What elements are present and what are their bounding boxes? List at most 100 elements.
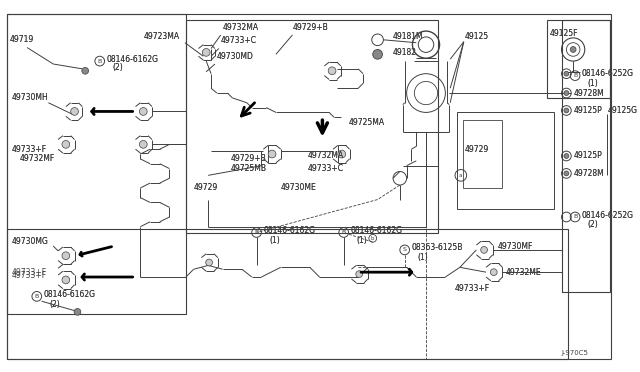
Text: B: B [97,59,102,64]
Text: 49723MA: 49723MA [143,32,179,41]
Text: 49732MA: 49732MA [223,23,259,32]
Text: 49729+B: 49729+B [292,23,328,32]
Text: 49729: 49729 [465,145,489,154]
Text: (2): (2) [588,220,598,229]
Bar [547,20,610,98]
Text: B: B [35,294,39,299]
Text: S: S [403,247,406,252]
Circle shape [564,91,569,96]
Circle shape [356,271,363,278]
Text: 08146-6252G: 08146-6252G [582,69,634,78]
Text: 49732ME: 49732ME [506,268,541,277]
Text: 49125P: 49125P [573,106,602,115]
Text: 49181M: 49181M [393,32,424,41]
Text: 08146-6162G: 08146-6162G [351,226,403,235]
Text: (1): (1) [417,253,428,262]
Text: 49730MD: 49730MD [217,52,253,61]
Text: 08146-6162G: 08146-6162G [106,55,159,64]
Text: (2): (2) [49,299,60,309]
Text: 49125: 49125 [465,32,489,41]
Text: 49182: 49182 [393,48,417,57]
Circle shape [372,49,383,59]
Text: (1): (1) [269,236,280,245]
Text: (2): (2) [112,63,123,73]
Text: 08146-6162G: 08146-6162G [263,226,316,235]
Text: 49730ME: 49730ME [281,183,317,192]
Text: 49125P: 49125P [573,151,602,160]
Text: 49732MA: 49732MA [308,151,344,160]
Text: 49125: 49125 [465,32,489,41]
Text: 49730ME: 49730ME [281,183,317,192]
Bar [186,20,438,234]
Circle shape [205,259,212,266]
Circle shape [564,71,569,76]
Text: 49125F: 49125F [550,29,579,38]
Bar [457,112,554,209]
Text: 08146-6162G: 08146-6162G [44,290,95,299]
Text: 49733+F: 49733+F [12,145,47,154]
Text: 49181M: 49181M [393,32,424,41]
Text: 08363-6125B: 08363-6125B [412,243,463,253]
Text: 49125G: 49125G [608,106,638,115]
Text: B: B [573,73,577,78]
Bar [463,120,502,188]
Text: B: B [342,230,346,235]
Circle shape [140,141,147,148]
Text: 49725MB: 49725MB [230,164,266,173]
Text: 49730MG: 49730MG [12,237,49,246]
Text: 49729+B: 49729+B [230,154,266,163]
Text: 49125P: 49125P [573,151,602,160]
Text: 49125F: 49125F [550,29,579,38]
Text: 08146-6162G: 08146-6162G [263,226,316,235]
Bar [7,229,568,359]
Text: a: a [459,173,463,178]
Text: 08146-6162G: 08146-6162G [351,226,403,235]
Text: 49125G: 49125G [608,106,638,115]
Text: 08146-6252G: 08146-6252G [582,211,634,219]
Bar [561,20,610,292]
Text: 49732MA: 49732MA [223,23,259,32]
Text: 08146-6252G: 08146-6252G [582,69,634,78]
Circle shape [74,308,81,315]
Circle shape [490,269,497,276]
Text: 49125P: 49125P [573,106,602,115]
Circle shape [570,46,576,52]
Text: B: B [573,215,577,219]
Text: (2): (2) [49,299,60,309]
Text: 49729+B: 49729+B [230,154,266,163]
Text: 49730MH: 49730MH [12,93,49,102]
Circle shape [481,247,488,253]
Text: B: B [255,230,259,235]
Text: J-970C5: J-970C5 [561,350,588,356]
Text: 08146-6162G: 08146-6162G [106,55,159,64]
Circle shape [70,108,79,115]
Text: b: b [371,236,374,241]
Text: 49730MF: 49730MF [498,241,533,250]
Text: 49182: 49182 [393,48,417,57]
Text: 49728M: 49728M [573,169,604,178]
Circle shape [268,150,276,158]
Text: 49729+B: 49729+B [292,23,328,32]
Circle shape [82,67,88,74]
Text: 49733+F: 49733+F [12,270,47,280]
Text: 49733+F: 49733+F [455,284,490,293]
Text: (1): (1) [588,79,598,88]
Text: 08146-6162G: 08146-6162G [44,290,95,299]
Text: 49725MB: 49725MB [230,164,266,173]
Circle shape [564,171,569,176]
Text: 49733+C: 49733+C [308,164,344,173]
Text: 49733+C: 49733+C [308,164,344,173]
Circle shape [564,154,569,158]
Text: 49733+C: 49733+C [221,36,257,45]
Text: (1): (1) [356,236,367,245]
Text: 49728M: 49728M [573,169,604,178]
Text: 49730MG: 49730MG [12,237,49,246]
Text: 49729: 49729 [194,183,218,192]
Text: 49732MA: 49732MA [308,151,344,160]
Circle shape [564,108,569,113]
Text: 49732MF: 49732MF [19,154,54,163]
Text: 49732ME: 49732ME [506,268,541,277]
Text: 49733+C: 49733+C [221,36,257,45]
Text: 49723MA: 49723MA [143,32,179,41]
Text: (1): (1) [417,253,428,262]
